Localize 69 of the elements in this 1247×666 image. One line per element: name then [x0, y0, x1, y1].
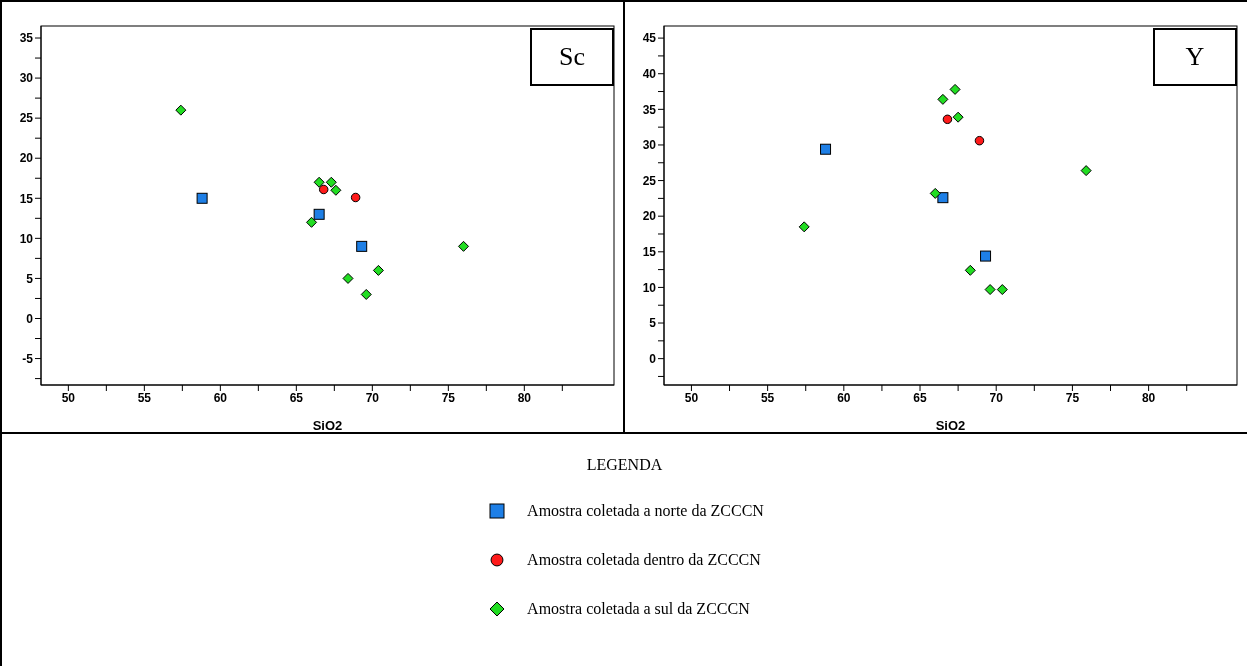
point — [942, 114, 953, 125]
x-tick-label: 55 — [760, 390, 775, 405]
point — [196, 192, 208, 204]
point — [1080, 165, 1092, 177]
point — [974, 135, 985, 146]
x-axis-title: SiO2 — [312, 418, 343, 433]
point — [964, 264, 976, 276]
point — [996, 284, 1008, 296]
y-tick-label: 0 — [26, 311, 34, 326]
y-tick-label: 35 — [19, 31, 34, 46]
y-tick-label: 5 — [649, 316, 657, 331]
point — [929, 187, 941, 199]
point — [820, 143, 832, 155]
point — [306, 216, 318, 228]
point — [356, 240, 368, 252]
x-tick-label: 55 — [137, 390, 152, 405]
point — [330, 184, 342, 196]
x-axis-title: SiO2 — [935, 418, 966, 433]
y-tick-label: 10 — [19, 231, 34, 246]
point — [318, 184, 329, 195]
legend-title: LEGENDA — [585, 455, 664, 474]
y-tick-label: 10 — [642, 280, 657, 295]
point — [325, 176, 337, 188]
annotation: Sc — [530, 28, 614, 86]
point — [937, 192, 949, 204]
y-tick-label: 0 — [649, 351, 657, 366]
point — [798, 221, 810, 233]
x-tick-label: 75 — [441, 390, 456, 405]
x-tick-label: 70 — [989, 390, 1004, 405]
point — [949, 83, 961, 95]
point — [313, 176, 325, 188]
x-tick-label: 80 — [517, 390, 532, 405]
point — [952, 111, 964, 123]
point — [175, 104, 187, 116]
x-tick-label: 60 — [837, 390, 851, 405]
x-tick-label: 65 — [913, 390, 928, 405]
annotation: Y — [1153, 28, 1237, 86]
y-tick-label: -5 — [22, 351, 34, 366]
point — [458, 240, 470, 252]
x-tick-label: 65 — [289, 390, 304, 405]
y-tick-label: 30 — [642, 138, 657, 153]
y-tick-label: 15 — [19, 191, 34, 206]
point — [360, 288, 372, 300]
point — [372, 264, 384, 276]
y-tick-label: 45 — [642, 31, 657, 46]
point — [350, 192, 361, 203]
x-tick-label: 80 — [1141, 390, 1156, 405]
point — [984, 284, 996, 296]
y-tick-label: 20 — [642, 209, 657, 224]
point — [980, 250, 992, 262]
y-tick-label: 30 — [19, 71, 34, 86]
x-tick-label: 50 — [684, 390, 699, 405]
y-tick-label: 15 — [642, 245, 657, 260]
y-tick-label: 20 — [19, 151, 34, 166]
y-tick-label: 25 — [642, 173, 657, 188]
y-tick-label: 35 — [642, 102, 657, 117]
x-tick-label: 70 — [365, 390, 380, 405]
point — [342, 272, 354, 284]
y-tick-label: 5 — [26, 271, 34, 286]
y-tick-label: 40 — [642, 66, 657, 81]
point — [937, 93, 949, 105]
x-tick-label: 50 — [61, 390, 76, 405]
point — [313, 208, 325, 220]
x-tick-label: 60 — [213, 390, 228, 405]
x-tick-label: 75 — [1065, 390, 1080, 405]
legend-label: Amostra coletada dentro da ZCCCN — [527, 550, 761, 569]
legend-label: Amostra coletada a sul da ZCCCN — [527, 599, 750, 618]
y-tick-label: 25 — [19, 111, 34, 126]
legend-label: Amostra coletada a norte da ZCCCN — [527, 501, 764, 520]
